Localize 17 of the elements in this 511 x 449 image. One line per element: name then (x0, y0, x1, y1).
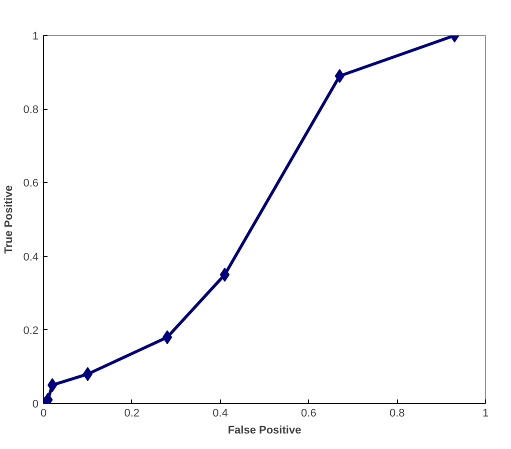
point (220, 268, 230, 282)
x-tick-label: 0.2 (124, 408, 140, 420)
y-axis-title: True Positive (3, 185, 16, 254)
y-tick-label: 0.2 (23, 324, 39, 337)
point (82, 367, 93, 382)
x-tick-label: 0.4 (212, 408, 228, 420)
y-tick-label: 0 (32, 398, 39, 410)
y-tick-label: 0.4 (23, 251, 39, 264)
x-axis-title: False Positive (228, 424, 302, 436)
point (162, 330, 172, 344)
x-tick-label: 0 (40, 408, 47, 420)
y-tick-label: 0.6 (23, 178, 39, 190)
y-tick-label: 0.8 (23, 104, 39, 116)
y-tick-label: 1 (32, 30, 39, 42)
x-tick-label: 0.6 (301, 408, 316, 420)
x-tick-label: 1 (482, 408, 489, 420)
x-tick-label: 0.8 (389, 408, 405, 420)
